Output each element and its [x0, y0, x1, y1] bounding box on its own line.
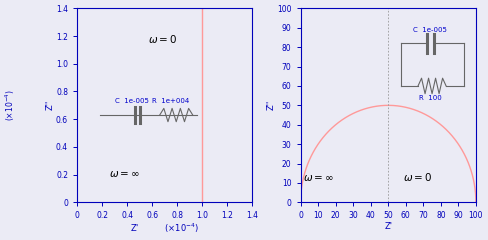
Text: $\omega=\infty$: $\omega=\infty$ — [109, 169, 140, 179]
Text: $\omega=0$: $\omega=0$ — [404, 171, 433, 183]
Text: $(\times10^{-4})$: $(\times10^{-4})$ — [3, 90, 17, 121]
Text: C  1e-005: C 1e-005 — [413, 27, 447, 33]
X-axis label: Z'          $(\times10^{-4})$: Z' $(\times10^{-4})$ — [130, 222, 199, 235]
Y-axis label: Z'': Z'' — [266, 100, 276, 110]
Text: R  1e+004: R 1e+004 — [152, 98, 189, 104]
Y-axis label: Z'': Z'' — [45, 100, 55, 110]
Text: $\omega=\infty$: $\omega=\infty$ — [303, 173, 334, 183]
X-axis label: Z': Z' — [384, 222, 392, 231]
Text: $\omega=0$: $\omega=0$ — [147, 33, 177, 45]
Text: C  1e-005: C 1e-005 — [115, 98, 148, 104]
Text: R  100: R 100 — [419, 95, 442, 101]
